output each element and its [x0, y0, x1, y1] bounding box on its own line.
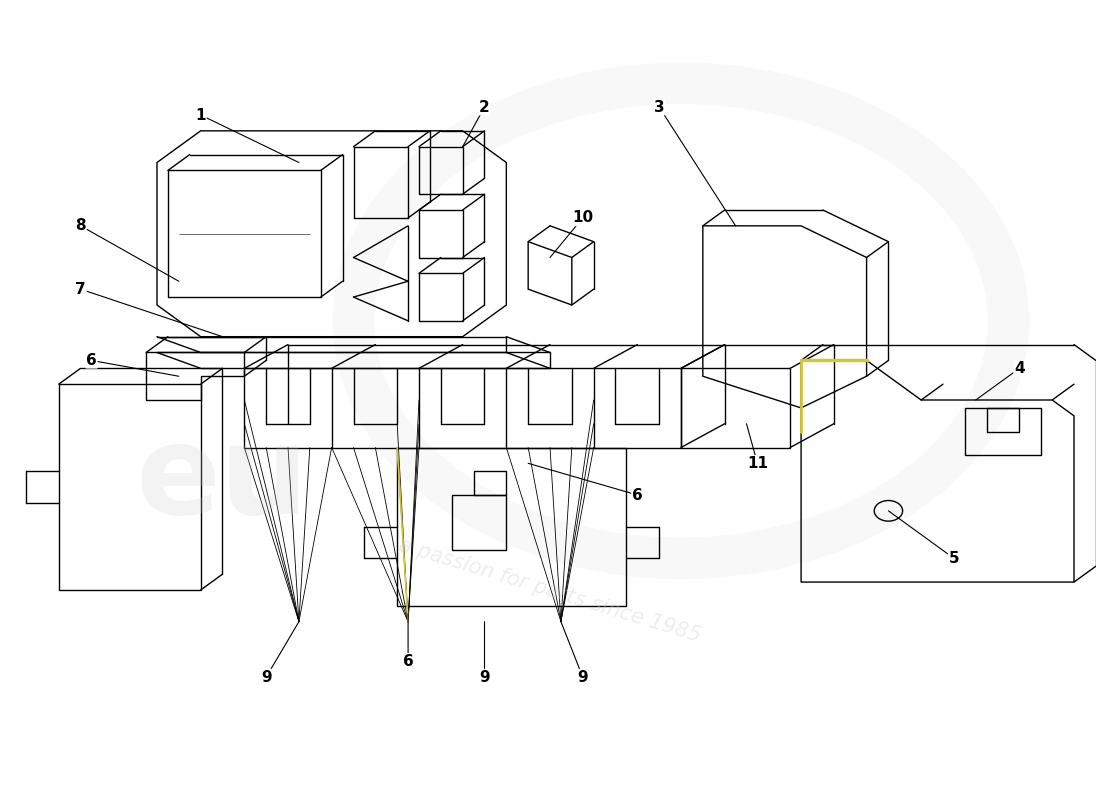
- Bar: [965, 408, 1042, 455]
- Text: 2: 2: [463, 99, 490, 146]
- Text: 9: 9: [261, 622, 299, 685]
- Text: 4: 4: [976, 361, 1025, 400]
- Text: 5: 5: [889, 511, 959, 566]
- Text: 3: 3: [653, 99, 736, 226]
- Bar: [987, 408, 1020, 432]
- Text: 1: 1: [196, 107, 299, 162]
- Text: 6: 6: [528, 463, 642, 502]
- Text: 6: 6: [403, 614, 414, 669]
- Text: a passion for parts since 1985: a passion for parts since 1985: [396, 534, 704, 646]
- Text: 10: 10: [550, 210, 593, 258]
- Text: 11: 11: [747, 424, 768, 471]
- Text: 9: 9: [561, 622, 588, 685]
- Bar: [474, 471, 506, 495]
- Text: 7: 7: [75, 282, 222, 337]
- Text: eu: eu: [135, 418, 309, 540]
- Text: 6: 6: [86, 353, 179, 376]
- Bar: [452, 495, 506, 550]
- Bar: [419, 274, 463, 321]
- Text: 9: 9: [480, 622, 490, 685]
- Bar: [419, 210, 463, 258]
- Bar: [419, 146, 463, 194]
- Text: 8: 8: [75, 218, 179, 282]
